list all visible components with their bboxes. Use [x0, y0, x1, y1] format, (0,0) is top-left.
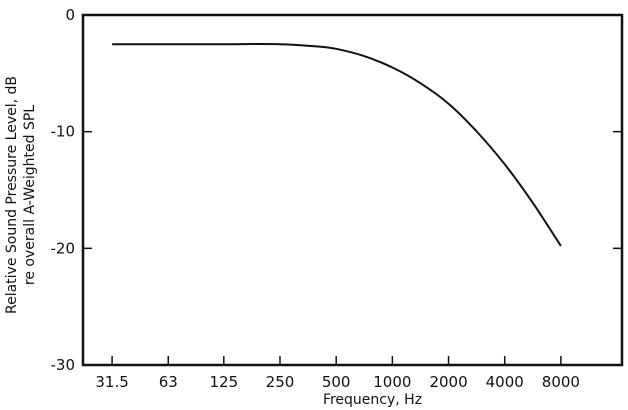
- x-tick-label: 250: [266, 373, 295, 391]
- y-tick-label: -20: [51, 239, 76, 257]
- y-tick-label: -30: [51, 356, 76, 374]
- plot-frame: [81, 13, 624, 367]
- x-tick-label: 63: [159, 373, 178, 391]
- x-tick-label: 8000: [542, 373, 580, 391]
- x-tick-label: 1000: [373, 373, 411, 391]
- y-tick-label: 0: [65, 6, 75, 24]
- x-axis-title: Frequency, Hz: [323, 392, 422, 408]
- y-tick-label: -10: [51, 123, 76, 141]
- series-line: [112, 43, 562, 247]
- x-tick-label: 4000: [486, 373, 524, 391]
- x-tick-label: 2000: [429, 373, 467, 391]
- x-tick-label: 500: [322, 373, 351, 391]
- y-axis-title-line-1: Relative Sound Pressure Level, dB: [4, 76, 20, 314]
- x-tick-label: 125: [209, 373, 238, 391]
- y-axis-title-line-2: re overall A-Weighted SPL: [22, 105, 38, 285]
- x-tick-label: 31.5: [95, 373, 128, 391]
